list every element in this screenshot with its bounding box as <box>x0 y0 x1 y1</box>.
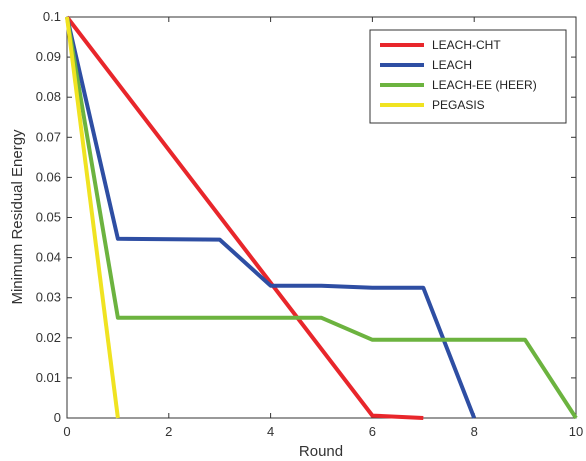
series-line-leach-cht <box>65 15 424 420</box>
y-axis-ticks: 0 0.01 0.02 0.03 0.04 0.05 0.06 0.07 0.08 0.09 0.1 <box>36 9 576 425</box>
y-tick-label: 0.09 <box>36 49 61 64</box>
series-line-leach-ee-heer <box>65 16 578 420</box>
legend-label-leach: LEACH <box>432 58 472 72</box>
x-tick-label: 0 <box>63 424 70 439</box>
legend-label-pegasis: PEGASIS <box>432 98 485 112</box>
x-tick-label: 10 <box>569 424 583 439</box>
y-tick-label: 0.08 <box>36 89 61 104</box>
y-tick-label: 0.1 <box>43 9 61 24</box>
x-axis-label: Round <box>299 443 343 460</box>
series-layer <box>65 15 578 420</box>
y-tick-label: 0.07 <box>36 129 61 144</box>
series-line-leach <box>65 16 477 419</box>
y-tick-label: 0.06 <box>36 169 61 184</box>
x-tick-label: 8 <box>471 424 478 439</box>
y-axis-label: Minimum Residual Energy <box>9 129 26 305</box>
y-tick-label: 0.02 <box>36 330 61 345</box>
y-tick-label: 0 <box>54 410 61 425</box>
legend: LEACH-CHT LEACH LEACH-EE (HEER) PEGASIS <box>369 29 567 124</box>
x-tick-label: 6 <box>369 424 376 439</box>
series-line-pegasis <box>65 16 120 419</box>
y-tick-label: 0.03 <box>36 290 61 305</box>
x-tick-label: 2 <box>165 424 172 439</box>
y-tick-label: 0.01 <box>36 370 61 385</box>
y-tick-label: 0.05 <box>36 210 61 225</box>
y-tick-label: 0.04 <box>36 250 61 265</box>
legend-items: LEACH-CHT LEACH LEACH-EE (HEER) PEGASIS <box>380 38 537 112</box>
x-tick-label: 4 <box>267 424 274 439</box>
legend-label-leach-cht: LEACH-CHT <box>432 38 501 52</box>
legend-label-leach-ee-heer: LEACH-EE (HEER) <box>432 78 537 92</box>
